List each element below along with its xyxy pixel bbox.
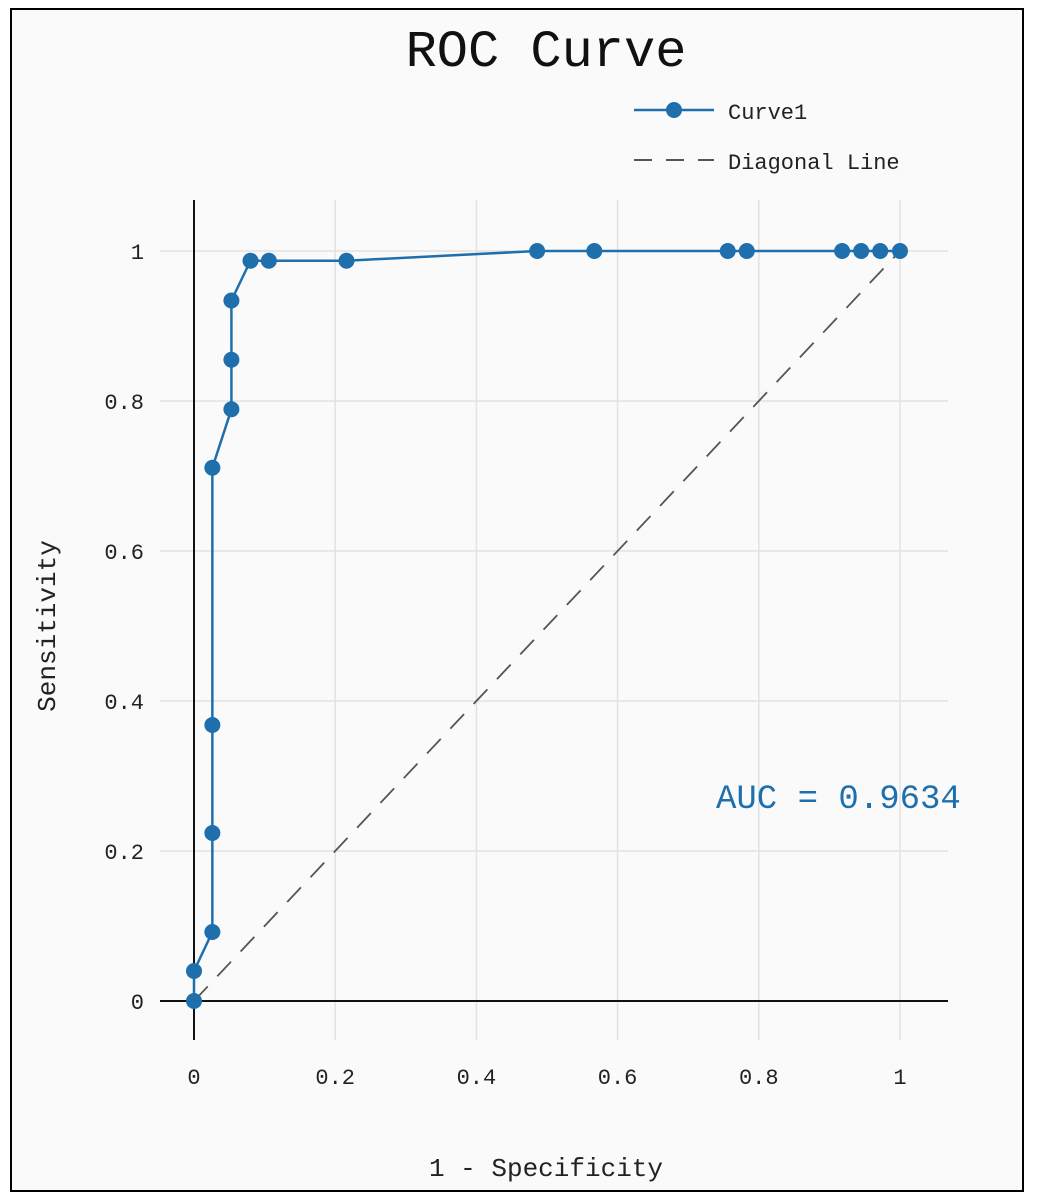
curve1-point (204, 825, 221, 841)
legend-curve1-label: Curve1 (728, 101, 807, 126)
y-tick-label: 1 (131, 241, 144, 266)
curve1-point (338, 252, 355, 269)
x-tick-label: 0.8 (739, 1066, 779, 1091)
legend-diagonal-label: Diagonal Line (728, 151, 900, 176)
curve1-point (223, 351, 240, 368)
curve1-point (529, 243, 546, 259)
y-axis-label: Sensitivity (33, 540, 63, 712)
curve1-point (186, 993, 202, 1009)
legend-curve1-marker (666, 102, 682, 118)
y-tick-label: 0.2 (104, 841, 144, 866)
curve1-point (738, 243, 755, 259)
curve1-line (192, 249, 900, 1001)
curve1-point (186, 963, 202, 979)
curve1-point (586, 243, 603, 259)
chart-title: ROC Curve (406, 23, 687, 82)
x-tick-label: 0.6 (598, 1066, 638, 1091)
curve1-point (260, 252, 277, 269)
y-tick-label: 0.8 (104, 391, 144, 416)
auc-annotation: AUC = 0.9634 (716, 781, 961, 819)
legend: Curve1 Diagonal Line (634, 101, 900, 176)
curve1-point (223, 401, 240, 418)
x-tick-label: 0 (187, 1066, 200, 1091)
y-tick-label: 0.4 (104, 691, 144, 716)
y-tick-label: 0.6 (104, 541, 144, 566)
diagonal-line (193, 250, 901, 1002)
curve1-point (204, 924, 221, 940)
curve1-point (719, 243, 736, 259)
curve1-point (834, 243, 851, 259)
axis-layer: 0 0.2 0.4 0.6 0.8 1 0 0.2 0.4 0.6 0.8 1 (104, 200, 948, 1091)
curve1-point (872, 243, 889, 259)
curve1-point (204, 717, 221, 733)
curve1-point (892, 243, 908, 259)
chart-frame (10, 8, 1024, 1192)
x-axis-label: 1 - Specificity (429, 1154, 663, 1184)
curve1-point (242, 252, 259, 269)
curve1-point (853, 243, 870, 259)
x-tick-label: 0.4 (457, 1066, 497, 1091)
data-layer (186, 243, 908, 1009)
y-tick-label: 0 (131, 991, 144, 1016)
curve1-point (223, 292, 240, 309)
x-tick-label: 1 (893, 1066, 906, 1091)
x-tick-label: 0.2 (315, 1066, 355, 1091)
curve1-point (204, 459, 221, 476)
